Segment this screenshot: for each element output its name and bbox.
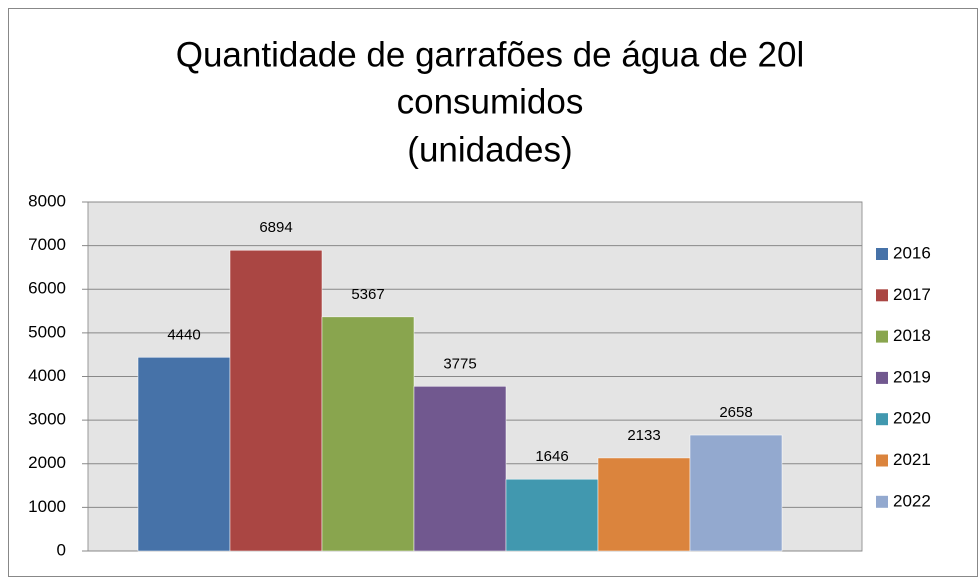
legend-swatch [876, 413, 888, 426]
legend-swatch [876, 495, 888, 508]
chart-title: (unidades) [407, 130, 572, 169]
y-tick-label: 5000 [28, 322, 66, 341]
bar [137, 357, 231, 552]
legend-label: 2022 [893, 491, 931, 510]
legend-label: 2018 [893, 326, 931, 345]
data-label: 3775 [443, 355, 476, 372]
legend-swatch [876, 330, 888, 343]
bar [229, 249, 323, 552]
y-tick-label: 6000 [28, 279, 66, 298]
bar [413, 386, 507, 552]
y-tick-label: 7000 [28, 235, 66, 254]
legend-swatch [876, 454, 888, 467]
legend-label: 2020 [893, 409, 931, 428]
data-label: 2133 [627, 427, 660, 444]
chart-title: consumidos [397, 82, 584, 121]
legend-label: 2019 [893, 367, 931, 386]
data-label: 4440 [167, 326, 200, 343]
chart-title: Quantidade de garrafões de água de 20l [176, 35, 805, 74]
y-tick-label: 3000 [28, 410, 66, 429]
data-label: 5367 [351, 286, 384, 303]
bar [321, 316, 415, 552]
bar [597, 457, 691, 552]
y-tick-label: 0 [57, 540, 66, 559]
bar [689, 434, 783, 552]
data-label: 1646 [535, 448, 568, 465]
data-label: 6894 [259, 219, 292, 236]
bar [505, 478, 599, 552]
y-tick-label: 2000 [28, 453, 66, 472]
data-label: 2658 [719, 404, 752, 421]
legend-label: 2016 [893, 243, 931, 262]
legend-swatch [876, 371, 888, 384]
legend-label: 2021 [893, 450, 931, 469]
legend-swatch [876, 289, 888, 302]
y-tick-label: 8000 [28, 191, 66, 210]
y-tick-label: 1000 [28, 497, 66, 516]
legend-label: 2017 [893, 285, 931, 304]
legend-swatch [876, 248, 888, 260]
y-tick-label: 4000 [28, 366, 66, 385]
